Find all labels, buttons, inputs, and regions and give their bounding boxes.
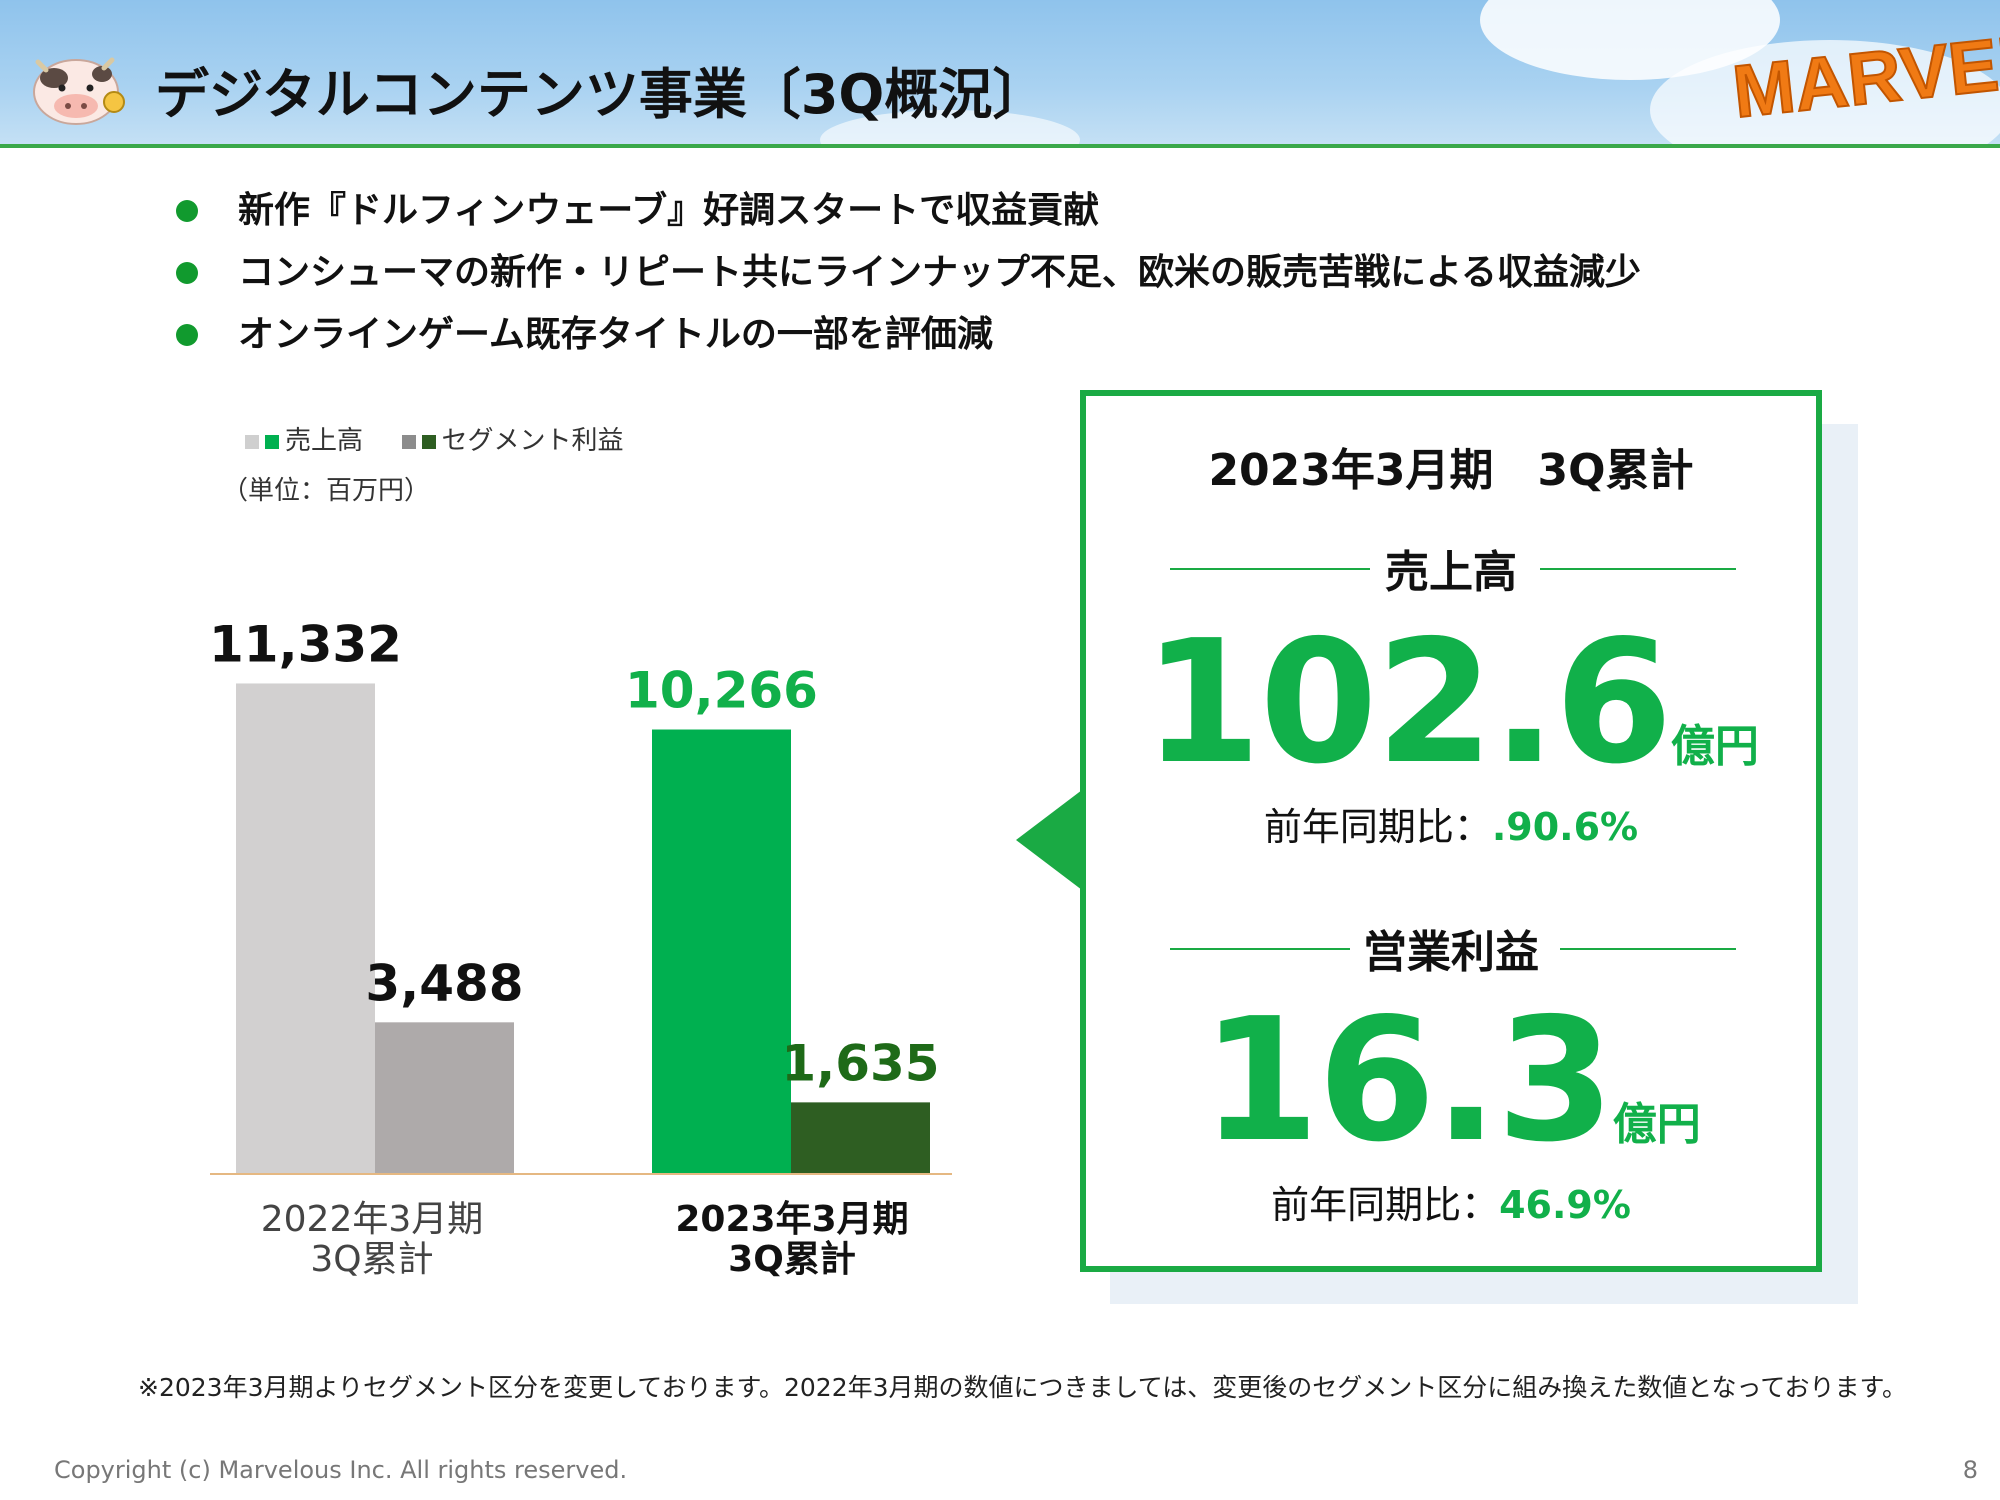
- unit-label: （単位：百万円）: [222, 476, 431, 506]
- legend-swatch-darkgray: [401, 434, 416, 449]
- legend-label-sales: 売上高: [285, 426, 364, 456]
- kpi-profit-unit: 億円: [1612, 1099, 1701, 1150]
- copyright: Copyright (c) Marvelous Inc. All rights …: [54, 1456, 628, 1484]
- kpi-pointer-arrow: [1016, 790, 1082, 890]
- bar-chart: 11,332 3,488 10,266 1,635: [209, 615, 952, 1175]
- legend-swatch-darkgreen: [421, 434, 436, 449]
- divider-rule: [1540, 568, 1736, 570]
- x-axis-label-line: 3Q累計: [728, 1239, 856, 1280]
- kpi-profit-yoy-label: 前年同期比：: [1271, 1183, 1500, 1227]
- divider-rule: [1170, 568, 1370, 570]
- kpi-sales-label: 売上高: [1385, 547, 1517, 598]
- kpi-sales-unit: 億円: [1670, 721, 1759, 772]
- kpi-sales-yoy-label: 前年同期比：: [1263, 805, 1492, 849]
- kpi-sales-figure: 102.6億円: [1086, 604, 1816, 802]
- bullet-dot-icon: [176, 324, 198, 346]
- page-number: 8: [1962, 1456, 1978, 1484]
- x-axis-label-2022: 2022年3月期 3Q累計: [222, 1200, 522, 1280]
- slide-header: デジタルコンテンツ事業〔3Q概況〕 MARVELOUS!: [0, 0, 2000, 148]
- legend-swatch-gray: [245, 434, 259, 449]
- bullet-item: 新作『ドルフィンウェーブ』好調スタートで収益貢献: [172, 180, 1641, 242]
- divider-rule: [1560, 948, 1736, 950]
- divider-rule: [1170, 948, 1350, 950]
- bar-sales-1: [652, 729, 791, 1173]
- data-label-sales-0: 11,332: [209, 615, 402, 673]
- kpi-sales-value: 102.6: [1143, 604, 1673, 802]
- x-axis-label-line: 3Q累計: [310, 1239, 434, 1280]
- chart-legend: 売上高 セグメント利益: [245, 420, 624, 457]
- bullet-dot-icon: [176, 262, 198, 284]
- cow-mascot-icon: [33, 57, 125, 125]
- bullet-text: コンシューマの新作・リピート共にラインナップ不足、欧米の販売苦戦による収益減少: [238, 252, 1641, 293]
- bullet-item: オンラインゲーム既存タイトルの一部を評価減: [172, 304, 1641, 366]
- logo-text: MARVELOUS!: [1729, 12, 2000, 130]
- kpi-sales-yoy: 前年同期比：.90.6%: [1086, 796, 1816, 851]
- kpi-profit-figure: 16.3億円: [1086, 982, 1816, 1180]
- kpi-panel: 2023年3月期 3Q累計 売上高 102.6億円 前年同期比：.90.6% 営…: [1080, 390, 1822, 1272]
- x-axis-label-2023: 2023年3月期 3Q累計: [642, 1200, 942, 1280]
- bar-profit-0: [375, 1022, 514, 1173]
- bullet-item: コンシューマの新作・リピート共にラインナップ不足、欧米の販売苦戦による収益減少: [172, 242, 1641, 304]
- data-label-profit-1: 1,635: [781, 1034, 939, 1092]
- bar-sales-0: [236, 683, 375, 1173]
- bullet-text: 新作『ドルフィンウェーブ』好調スタートで収益貢献: [238, 190, 1100, 231]
- page-title: デジタルコンテンツ事業〔3Q概況〕: [155, 63, 1047, 126]
- legend-label-profit: セグメント利益: [441, 426, 624, 456]
- kpi-sales-yoy-value: .90.6%: [1491, 805, 1639, 849]
- bullet-list: 新作『ドルフィンウェーブ』好調スタートで収益貢献 コンシューマの新作・リピート共…: [172, 180, 1641, 366]
- bullet-dot-icon: [176, 200, 198, 222]
- cloud-decoration: [1650, 40, 2000, 144]
- data-label-profit-0: 3,488: [365, 954, 523, 1012]
- data-label-sales-1: 10,266: [625, 662, 818, 720]
- footnote: ※2023年3月期よりセグメント区分を変更しております。2022年3月期の数値に…: [138, 1373, 1908, 1402]
- bullet-text: オンラインゲーム既存タイトルの一部を評価減: [238, 314, 993, 355]
- kpi-title: 2023年3月期 3Q累計: [1208, 445, 1694, 496]
- x-axis-label-line: 2023年3月期: [675, 1199, 909, 1240]
- kpi-profit-label: 営業利益: [1363, 927, 1539, 978]
- legend-swatch-green: [265, 434, 279, 449]
- kpi-profit-yoy-value: 46.9%: [1499, 1183, 1631, 1227]
- bar-profit-1: [791, 1102, 930, 1173]
- marvelous-logo: MARVELOUS!: [1728, 12, 2000, 130]
- kpi-profit-yoy: 前年同期比：46.9%: [1086, 1174, 1816, 1229]
- x-axis-label-line: 2022年3月期: [260, 1199, 484, 1240]
- kpi-profit-value: 16.3: [1201, 982, 1614, 1180]
